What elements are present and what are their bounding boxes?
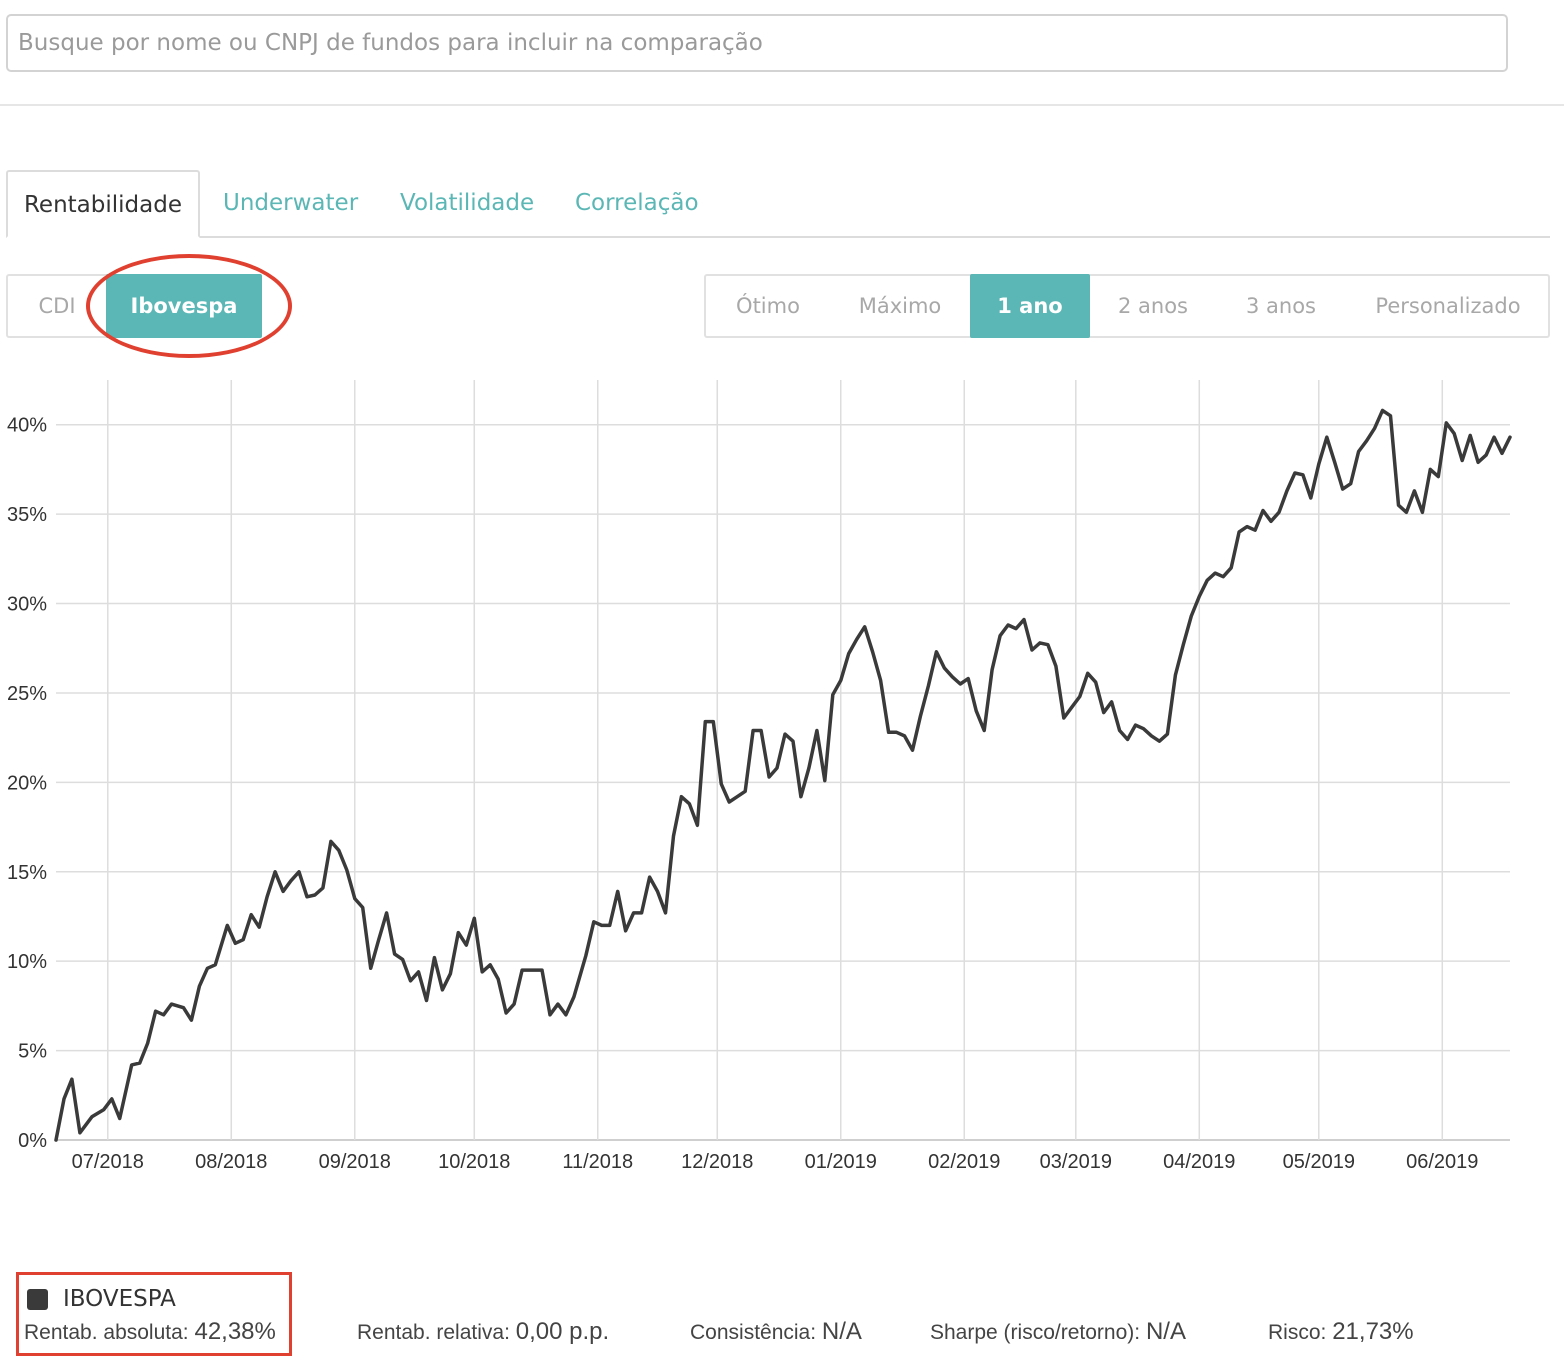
period-1ano-button[interactable]: 1 ano <box>970 274 1090 338</box>
stat-value: 0,00 p.p. <box>515 1318 610 1345</box>
y-tick-label: 30% <box>7 594 47 616</box>
search-input[interactable] <box>6 14 1508 72</box>
stat-rentab-relativa: Rentab. relativa: 0,00 p.p. <box>357 1318 609 1346</box>
x-tick-label: 01/2019 <box>805 1151 877 1173</box>
stat-value: 42,38% <box>194 1318 276 1345</box>
stat-rentab-absoluta: Rentab. absoluta: 42,38% <box>24 1318 276 1346</box>
legend-highlight: IBOVESPA <box>16 1272 292 1356</box>
stat-risco: Risco: 21,73% <box>1268 1318 1414 1346</box>
x-axis-ticks: 07/2018 08/2018 09/2018 10/2018 11/2018 12/20… <box>72 1151 1479 1173</box>
y-tick-label: 20% <box>7 772 47 794</box>
x-tick-label: 05/2019 <box>1283 1151 1355 1173</box>
tab-volatilidade[interactable]: Volatilidade <box>400 190 535 216</box>
x-tick-label: 04/2019 <box>1163 1151 1235 1173</box>
x-tick-label: 09/2018 <box>319 1151 391 1173</box>
y-tick-label: 35% <box>7 504 47 526</box>
rentabilidade-line-chart: 0% 5% 10% 15% 20% 25% 30% 35% 40% 07/2018 08/2018… <box>7 380 1512 1173</box>
x-tick-label: 02/2019 <box>928 1151 1000 1173</box>
period-2anos-button[interactable]: 2 anos <box>1117 294 1188 318</box>
stat-label: Rentab. relativa: <box>357 1321 510 1344</box>
benchmark-ibovespa-button[interactable]: Ibovespa <box>106 274 262 338</box>
stat-label: Consistência: <box>690 1321 817 1344</box>
search-bar <box>0 0 1564 106</box>
y-tick-label: 0% <box>18 1130 47 1152</box>
stat-label: Sharpe (risco/retorno): <box>930 1321 1141 1344</box>
x-tick-label: 06/2019 <box>1406 1151 1478 1173</box>
tab-correlacao[interactable]: Correlação <box>575 190 699 216</box>
y-tick-label: 15% <box>7 862 47 884</box>
stat-value: N/A <box>1145 1318 1186 1345</box>
y-tick-label: 25% <box>7 683 47 705</box>
y-axis-ticks: 0% 5% 10% 15% 20% 25% 30% 35% 40% <box>7 415 47 1152</box>
tab-underwater[interactable]: Underwater <box>223 190 359 216</box>
legend-swatch <box>27 1289 48 1310</box>
stat-label: Rentab. absoluta: <box>24 1321 189 1344</box>
period-personalizado-button[interactable]: Personalizado <box>1375 294 1521 318</box>
x-tick-label: 12/2018 <box>681 1151 753 1173</box>
x-tick-label: 11/2018 <box>562 1151 633 1173</box>
chart-tabs: Rentabilidade Underwater Volatilidade Co… <box>6 170 1550 238</box>
benchmark-selector: CDI Ibovespa <box>6 274 262 338</box>
period-selector: Ótimo Máximo 1 ano 2 anos 3 anos Persona… <box>704 274 1550 338</box>
stat-value: N/A <box>821 1318 862 1345</box>
series-line-ibovespa <box>54 408 1512 1142</box>
x-tick-label: 08/2018 <box>195 1151 267 1173</box>
tab-rentabilidade[interactable]: Rentabilidade <box>6 170 200 238</box>
y-tick-label: 5% <box>18 1041 47 1063</box>
period-maximo-button[interactable]: Máximo <box>858 294 942 318</box>
stat-consistencia: Consistência: N/A <box>690 1318 862 1346</box>
stat-value: 21,73% <box>1332 1318 1414 1345</box>
x-tick-label: 10/2018 <box>438 1151 510 1173</box>
x-tick-label: 03/2019 <box>1040 1151 1112 1173</box>
legend-series-name: IBOVESPA <box>63 1286 176 1312</box>
period-3anos-button[interactable]: 3 anos <box>1245 294 1316 318</box>
y-tick-label: 40% <box>7 415 47 437</box>
stat-sharpe: Sharpe (risco/retorno): N/A <box>930 1318 1186 1346</box>
grid <box>56 380 1510 1141</box>
stat-label: Risco: <box>1268 1321 1327 1344</box>
benchmark-cdi-button[interactable]: CDI <box>38 294 76 318</box>
x-tick-label: 07/2018 <box>72 1151 144 1173</box>
period-otimo-button[interactable]: Ótimo <box>736 294 800 318</box>
y-tick-label: 10% <box>7 951 47 973</box>
